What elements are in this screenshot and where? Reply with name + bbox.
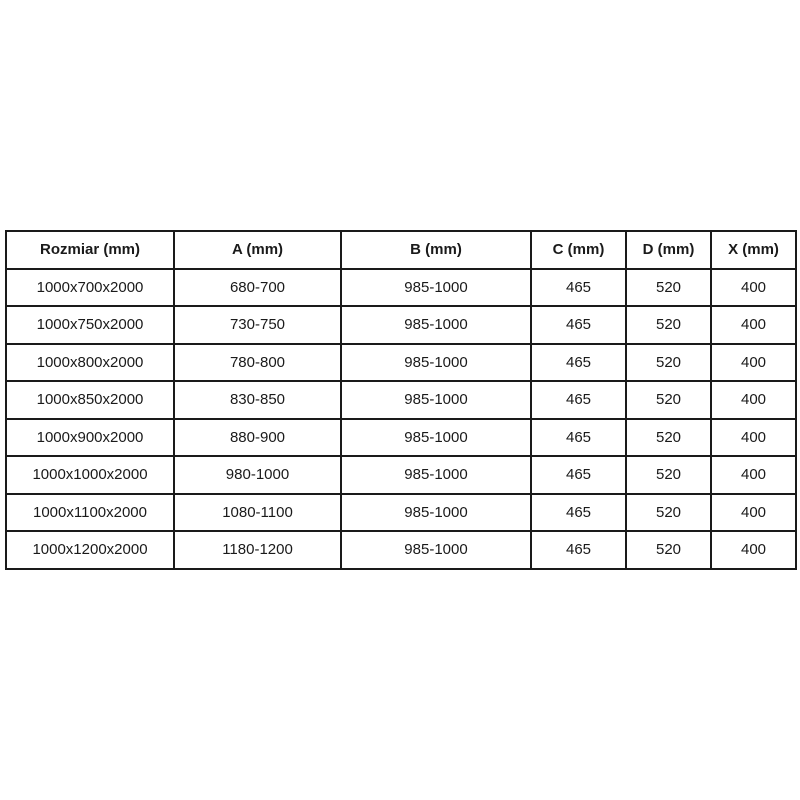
table-cell-x: 400 xyxy=(710,267,797,307)
table-cell-d: 520 xyxy=(625,530,712,570)
table-cell-rozmiar: 1000x850x2000 xyxy=(5,380,175,420)
table-cell-a: 880-900 xyxy=(173,417,342,457)
table-row: 1000x900x2000 880-900 985-1000 465 520 4… xyxy=(5,417,797,457)
table-body: 1000x700x2000 680-700 985-1000 465 520 4… xyxy=(5,267,797,570)
table-cell-c: 465 xyxy=(530,530,627,570)
table-cell-d: 520 xyxy=(625,492,712,532)
table-cell-d: 520 xyxy=(625,342,712,382)
column-header-x: X (mm) xyxy=(710,230,797,270)
table-cell-c: 465 xyxy=(530,342,627,382)
table-cell-a: 1180-1200 xyxy=(173,530,342,570)
table-cell-a: 680-700 xyxy=(173,267,342,307)
table-cell-c: 465 xyxy=(530,417,627,457)
table-row: 1000x1200x2000 1180-1200 985-1000 465 52… xyxy=(5,530,797,570)
table-cell-x: 400 xyxy=(710,380,797,420)
table-cell-a: 980-1000 xyxy=(173,455,342,495)
table-cell-rozmiar: 1000x1200x2000 xyxy=(5,530,175,570)
table-cell-b: 985-1000 xyxy=(340,342,532,382)
table-cell-rozmiar: 1000x1000x2000 xyxy=(5,455,175,495)
table-row: 1000x800x2000 780-800 985-1000 465 520 4… xyxy=(5,342,797,382)
table-row: 1000x1000x2000 980-1000 985-1000 465 520… xyxy=(5,455,797,495)
table-cell-rozmiar: 1000x700x2000 xyxy=(5,267,175,307)
table-cell-rozmiar: 1000x800x2000 xyxy=(5,342,175,382)
table-cell-c: 465 xyxy=(530,492,627,532)
table-cell-b: 985-1000 xyxy=(340,305,532,345)
table-cell-b: 985-1000 xyxy=(340,267,532,307)
size-specification-table: Rozmiar (mm) A (mm) B (mm) C (mm) D (mm)… xyxy=(5,230,797,570)
column-header-rozmiar: Rozmiar (mm) xyxy=(5,230,175,270)
table-cell-x: 400 xyxy=(710,455,797,495)
table-cell-rozmiar: 1000x750x2000 xyxy=(5,305,175,345)
table-cell-a: 730-750 xyxy=(173,305,342,345)
table-cell-b: 985-1000 xyxy=(340,530,532,570)
table-cell-x: 400 xyxy=(710,492,797,532)
table-header: Rozmiar (mm) A (mm) B (mm) C (mm) D (mm)… xyxy=(5,230,797,270)
table-cell-d: 520 xyxy=(625,305,712,345)
table-cell-b: 985-1000 xyxy=(340,417,532,457)
table-cell-c: 465 xyxy=(530,455,627,495)
table-cell-a: 780-800 xyxy=(173,342,342,382)
table-cell-x: 400 xyxy=(710,417,797,457)
table-cell-b: 985-1000 xyxy=(340,455,532,495)
table-cell-b: 985-1000 xyxy=(340,380,532,420)
table-cell-d: 520 xyxy=(625,455,712,495)
table-cell-rozmiar: 1000x900x2000 xyxy=(5,417,175,457)
table-row: 1000x700x2000 680-700 985-1000 465 520 4… xyxy=(5,267,797,307)
table-row: 1000x750x2000 730-750 985-1000 465 520 4… xyxy=(5,305,797,345)
column-header-a: A (mm) xyxy=(173,230,342,270)
table-cell-rozmiar: 1000x1100x2000 xyxy=(5,492,175,532)
header-row: Rozmiar (mm) A (mm) B (mm) C (mm) D (mm)… xyxy=(5,230,797,270)
table-cell-c: 465 xyxy=(530,380,627,420)
column-header-d: D (mm) xyxy=(625,230,712,270)
table-cell-d: 520 xyxy=(625,267,712,307)
table-cell-x: 400 xyxy=(710,530,797,570)
table-cell-x: 400 xyxy=(710,342,797,382)
table-cell-c: 465 xyxy=(530,267,627,307)
column-header-b: B (mm) xyxy=(340,230,532,270)
table-cell-a: 830-850 xyxy=(173,380,342,420)
table-cell-d: 520 xyxy=(625,380,712,420)
table-cell-d: 520 xyxy=(625,417,712,457)
table-cell-b: 985-1000 xyxy=(340,492,532,532)
table-cell-a: 1080-1100 xyxy=(173,492,342,532)
table-row: 1000x1100x2000 1080-1100 985-1000 465 52… xyxy=(5,492,797,532)
column-header-c: C (mm) xyxy=(530,230,627,270)
table-cell-c: 465 xyxy=(530,305,627,345)
table-cell-x: 400 xyxy=(710,305,797,345)
table-row: 1000x850x2000 830-850 985-1000 465 520 4… xyxy=(5,380,797,420)
